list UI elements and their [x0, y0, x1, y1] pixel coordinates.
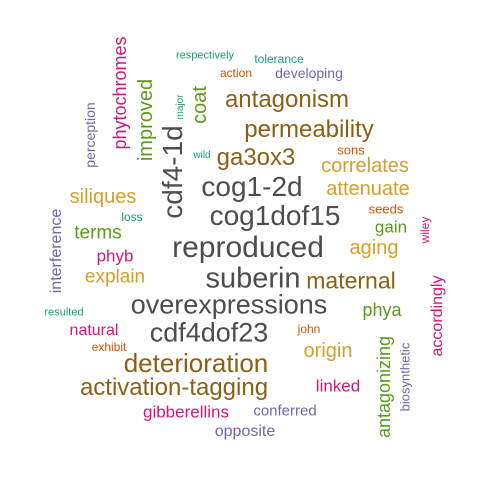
word-linked: linked [315, 376, 361, 396]
word-phyb: phyb [96, 246, 134, 266]
word-attenuate: attenuate [326, 178, 410, 200]
word-permeability: permeability [244, 116, 374, 143]
word-accordingly: accordingly [429, 275, 446, 357]
word-wild: wild [193, 150, 211, 161]
word-seeds: seeds [368, 201, 404, 217]
word-exhibit: exhibit [91, 340, 127, 354]
word-phya: phya [362, 300, 402, 320]
word-overexpressions: overexpressions [130, 289, 328, 320]
word-correlates: correlates [321, 155, 409, 177]
word-origin: origin [303, 340, 353, 362]
word-resulted: resulted [44, 306, 84, 319]
word-interference: interference [48, 208, 65, 294]
word-suberin: suberin [205, 262, 301, 295]
word-developing: developing [275, 65, 343, 81]
word-tolerance: tolerance [254, 52, 304, 66]
word-phytochromes: phytochromes [110, 36, 130, 150]
word-conferred: conferred [253, 402, 317, 420]
word-cog1-2d: cog1-2d [201, 171, 303, 202]
word-ga3ox3: ga3ox3 [216, 144, 296, 171]
word-opposite: opposite [214, 423, 276, 440]
word-cdf4-1d: cdf4-1d [157, 125, 188, 219]
word-sons: sons [337, 142, 365, 158]
word-aging: aging [349, 237, 399, 259]
word-antagonism: antagonism [224, 86, 350, 113]
word-activation-tagging: activation-tagging [79, 374, 269, 401]
word-maternal: maternal [306, 267, 396, 294]
word-perception: perception [82, 102, 98, 168]
word-improved: improved [135, 78, 157, 162]
word-natural: natural [69, 322, 119, 339]
word-wiley: wiley [418, 216, 432, 244]
word-respectively: respectively [175, 49, 235, 62]
word-biosynthetic: biosynthetic [397, 342, 413, 412]
word-coat: coat [189, 86, 211, 124]
word-antagonizing: antagonizing [374, 335, 394, 439]
word-gibberellins: gibberellins [143, 402, 229, 422]
word-gain: gain [374, 217, 408, 237]
word-loss: loss [121, 210, 143, 224]
word-cog1dof15: cog1dof15 [209, 200, 341, 231]
word-cdf4dof23: cdf4dof23 [149, 317, 269, 348]
word-terms: terms [74, 222, 122, 244]
word-explain: explain [84, 266, 146, 288]
word-john: john [297, 322, 321, 336]
word-action: action [219, 66, 253, 80]
word-reproduced: reproduced [172, 231, 324, 264]
word-major: major [175, 94, 186, 120]
word-deterioration: deterioration [123, 348, 269, 378]
word-siliques: siliques [69, 186, 137, 208]
